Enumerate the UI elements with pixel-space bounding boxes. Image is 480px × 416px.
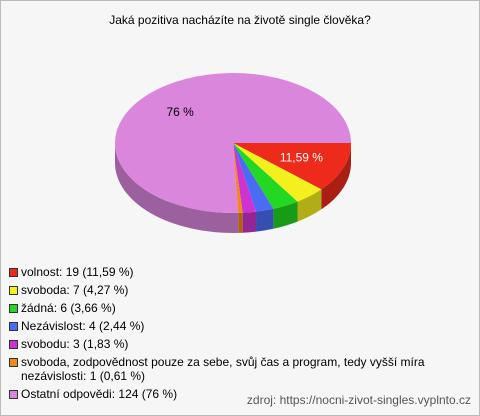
slice-side xyxy=(115,143,239,234)
slice-side xyxy=(256,208,274,232)
legend-swatch xyxy=(9,390,18,399)
value-label: 11,59 % xyxy=(280,151,323,165)
slice xyxy=(233,143,351,190)
slice xyxy=(114,73,351,214)
legend-label: Ostatní odpovědi: 124 (76 %) xyxy=(21,387,178,401)
legend-swatch xyxy=(9,340,18,349)
slice-side xyxy=(273,201,298,229)
slice xyxy=(233,143,298,209)
pie-area: Jaká pozitiva nacházíte na životě single… xyxy=(109,13,371,234)
legend-item: Nezávislost: 4 (2,44 %) xyxy=(9,319,471,333)
slice-side xyxy=(297,189,322,222)
value-label: 76 % xyxy=(166,105,194,119)
legend-item: svobodu: 3 (1,83 %) xyxy=(9,337,471,351)
legend-label: Nezávislost: 4 (2,44 %) xyxy=(21,319,145,333)
slice-side xyxy=(242,211,257,233)
legend-swatch xyxy=(9,358,18,367)
slice xyxy=(233,143,257,213)
legend-swatch xyxy=(9,268,18,277)
legend-label: volnost: 19 (11,59 %) xyxy=(21,265,134,279)
legend-label: svobodu: 3 (1,83 %) xyxy=(21,337,129,351)
pie-sides xyxy=(115,143,351,234)
legend-label: žádná: 6 (3,66 %) xyxy=(21,301,116,315)
legend-label: svoboda, zodpovědnost pouze za sebe, svů… xyxy=(21,355,425,383)
slice-side xyxy=(321,143,351,210)
slice xyxy=(233,143,274,212)
legend: volnost: 19 (11,59 %) svoboda: 7 (4,27 %)… xyxy=(9,265,471,405)
source: zdroj: https://nocni-zivot-singles.vypln… xyxy=(246,393,471,407)
legend-item: svoboda: 7 (4,27 %) xyxy=(9,283,471,297)
slice xyxy=(233,143,322,202)
legend-swatch xyxy=(9,304,18,313)
legend-swatch xyxy=(9,322,18,331)
legend-label: svoboda: 7 (4,27 %) xyxy=(21,283,129,297)
legend-item: volnost: 19 (11,59 %) xyxy=(9,265,471,279)
slice xyxy=(233,143,243,213)
legend-swatch xyxy=(9,286,18,295)
legend-item: žádná: 6 (3,66 %) xyxy=(9,301,471,315)
chart-title: Jaká pozitiva nacházíte na životě single… xyxy=(109,13,371,27)
slice-side xyxy=(238,212,243,233)
legend-item: svoboda, zodpovědnost pouze za sebe, svů… xyxy=(9,355,471,383)
legend-item: Ostatní odpovědi: 124 (76 %) xyxy=(9,387,471,401)
